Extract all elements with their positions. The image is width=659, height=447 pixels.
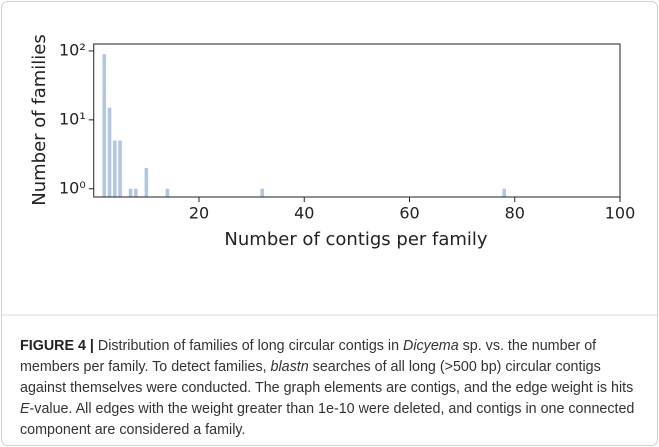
x-axis-label: Number of contigs per family bbox=[224, 229, 488, 250]
bar bbox=[113, 140, 117, 197]
x-tick-label: 100 bbox=[605, 204, 636, 223]
bar bbox=[118, 140, 122, 197]
caption-text: Dicyema bbox=[403, 338, 459, 354]
x-tick-label: 40 bbox=[294, 204, 314, 223]
caption-text: sp. vs. the number of members per family… bbox=[20, 338, 597, 375]
bar bbox=[502, 188, 507, 197]
bar bbox=[107, 107, 112, 197]
bar bbox=[134, 188, 138, 197]
y-axis-label: Number of families bbox=[29, 34, 50, 205]
caption-text: blastn bbox=[270, 359, 309, 375]
y-tick-label: 10² bbox=[59, 40, 86, 59]
y-tick-label: 10⁰ bbox=[59, 178, 86, 197]
y-tick-label: 10¹ bbox=[59, 109, 86, 128]
bar bbox=[102, 54, 107, 197]
caption: FIGURE 4 | Distribution of families of l… bbox=[20, 336, 642, 441]
x-tick-label: 80 bbox=[505, 204, 525, 223]
caption-text: E bbox=[20, 401, 30, 417]
x-tick-label: 60 bbox=[399, 204, 419, 223]
plot-border bbox=[93, 43, 621, 198]
bar bbox=[128, 188, 133, 197]
bar bbox=[144, 168, 149, 197]
x-tick-label: 20 bbox=[189, 204, 209, 223]
caption-text: Distribution of families of long circula… bbox=[93, 338, 404, 354]
bar bbox=[165, 188, 170, 197]
caption-label: FIGURE 4 | bbox=[20, 338, 94, 354]
bar bbox=[260, 188, 264, 197]
caption-text: searches of all long (>500 bp) circular … bbox=[20, 359, 634, 396]
caption-text: -value. All edges with the weight greate… bbox=[20, 401, 635, 438]
